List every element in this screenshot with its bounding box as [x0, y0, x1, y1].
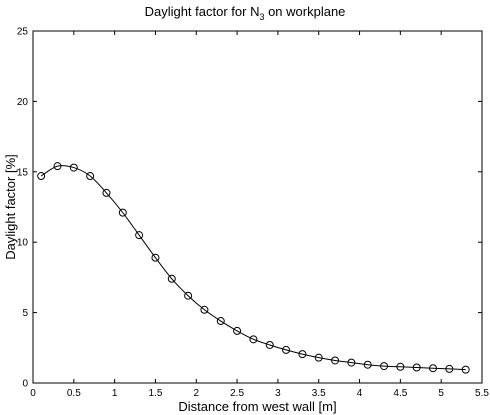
x-tick-label: 5.5 — [475, 388, 489, 399]
chart-title-subscript: 3 — [259, 12, 264, 22]
x-tick-label: 1.5 — [149, 388, 163, 399]
data-point — [86, 172, 95, 181]
y-axis-ticks: 0 5 10 15 20 25 — [17, 27, 482, 390]
y-tick-label: 10 — [17, 238, 29, 249]
chart-title-suffix: on workplane — [264, 4, 345, 19]
x-axis-label: Distance from west wall [m] — [178, 399, 336, 414]
data-point — [167, 274, 176, 283]
x-tick-label: 5 — [438, 388, 444, 399]
data-point — [216, 317, 225, 326]
x-tick-label: 3 — [275, 388, 281, 399]
data-point — [200, 305, 209, 314]
data-point — [347, 358, 356, 367]
plot-frame — [32, 30, 483, 384]
y-axis-label: Daylight factor [%] — [3, 154, 18, 260]
data-point — [102, 188, 111, 197]
x-axis-ticks: 0 0.5 1 1.5 2 2.5 3 3.5 4 4.5 5 5.5 — [30, 31, 489, 399]
data-point — [331, 356, 340, 365]
data-point — [265, 340, 274, 349]
y-tick-label: 0 — [22, 379, 28, 390]
x-tick-label: 4 — [357, 388, 363, 399]
x-tick-label: 3.5 — [312, 388, 326, 399]
data-point — [461, 365, 470, 374]
data-point — [412, 363, 421, 372]
data-point — [363, 360, 372, 369]
data-point — [282, 345, 291, 354]
data-point — [445, 364, 454, 373]
data-point — [380, 362, 389, 371]
data-point — [69, 163, 78, 172]
plot-area — [37, 162, 470, 374]
data-point — [37, 172, 46, 181]
y-tick-label: 15 — [17, 167, 29, 178]
chart-title-prefix: Daylight factor for N — [145, 4, 260, 19]
chart-title: Daylight factor for N3 on workplane — [145, 4, 346, 22]
data-point — [429, 364, 438, 373]
data-point — [396, 362, 405, 371]
data-point — [298, 350, 307, 359]
x-tick-label: 4.5 — [393, 388, 407, 399]
data-point — [151, 253, 160, 262]
x-tick-label: 0 — [30, 388, 36, 399]
y-tick-label: 5 — [22, 308, 28, 319]
y-tick-label: 20 — [17, 97, 29, 108]
x-tick-label: 2 — [193, 388, 199, 399]
data-point — [249, 335, 258, 344]
y-tick-label: 25 — [17, 27, 29, 38]
x-tick-label: 1 — [112, 388, 118, 399]
data-point — [184, 291, 193, 300]
x-tick-label: 0.5 — [67, 388, 81, 399]
data-point — [118, 208, 127, 217]
data-point — [233, 326, 242, 335]
series-line — [40, 165, 466, 371]
data-point — [135, 231, 144, 240]
data-point — [314, 353, 323, 362]
data-point — [53, 162, 62, 171]
x-tick-label: 2.5 — [230, 388, 244, 399]
